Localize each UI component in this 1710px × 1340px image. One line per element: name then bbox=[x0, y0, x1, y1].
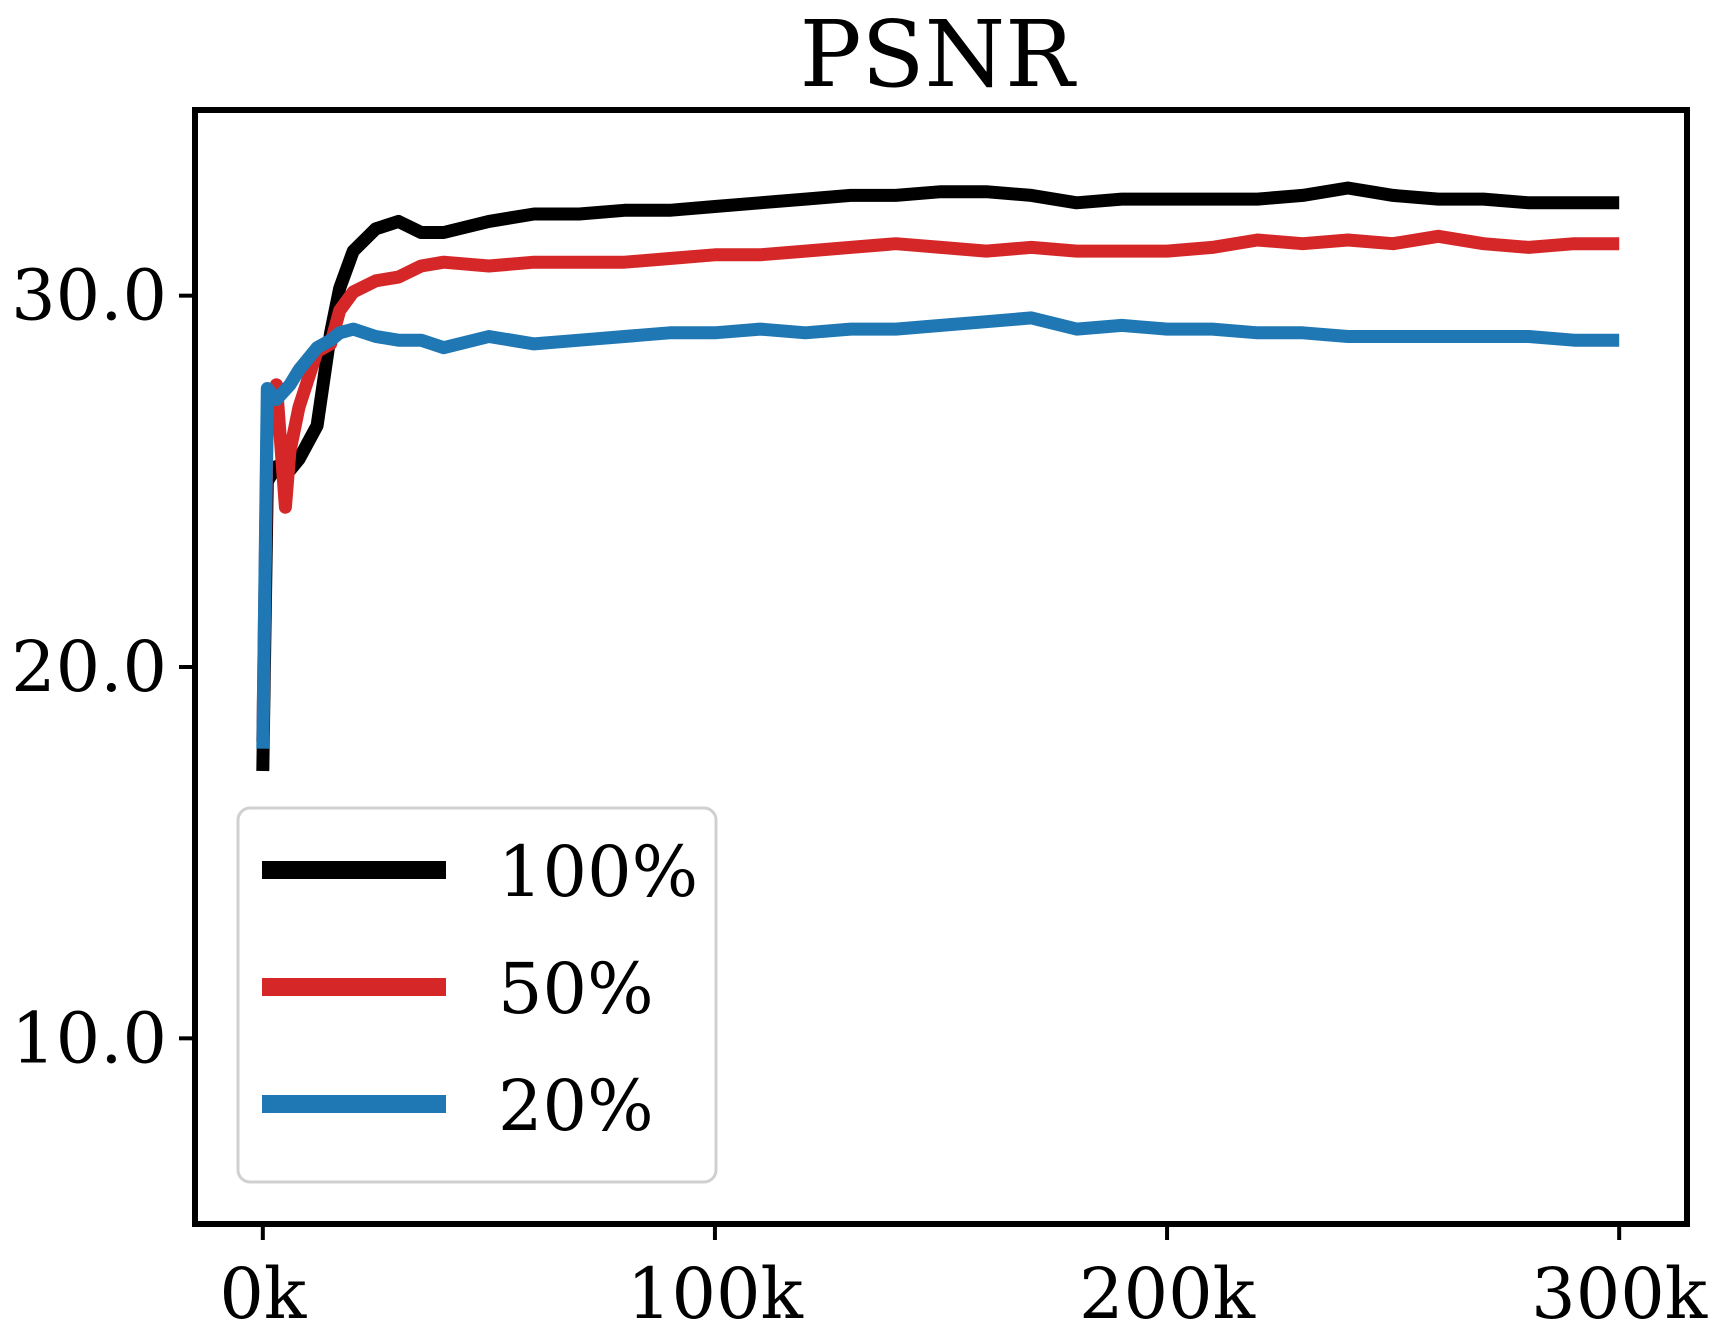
legend-label-3: 20% bbox=[498, 1065, 654, 1147]
x-tick-label: 300k bbox=[1531, 1253, 1708, 1335]
legend-label-1: 100% bbox=[498, 831, 698, 913]
y-tick-label: 20.0 bbox=[11, 626, 167, 708]
legend: 100% 50% 20% bbox=[236, 806, 718, 1184]
x-tick-label: 100k bbox=[627, 1253, 804, 1335]
chart-title: PSNR bbox=[800, 1, 1077, 108]
series-lines bbox=[256, 181, 1620, 772]
y-tick-label: 10.0 bbox=[11, 997, 167, 1079]
legend-box bbox=[236, 806, 718, 1184]
legend-label-2: 50% bbox=[498, 948, 654, 1030]
y-tick-label: 30.0 bbox=[11, 255, 167, 337]
series-line-1 bbox=[256, 181, 1620, 772]
series-line-3 bbox=[256, 311, 1620, 749]
series-line-2 bbox=[256, 229, 1620, 742]
x-tick-label: 0k bbox=[219, 1253, 307, 1335]
x-tick-label: 200k bbox=[1079, 1253, 1256, 1335]
axis-ticks: 0k 100k 200k 300k 10.0 20.0 30.0 bbox=[11, 255, 1708, 1335]
